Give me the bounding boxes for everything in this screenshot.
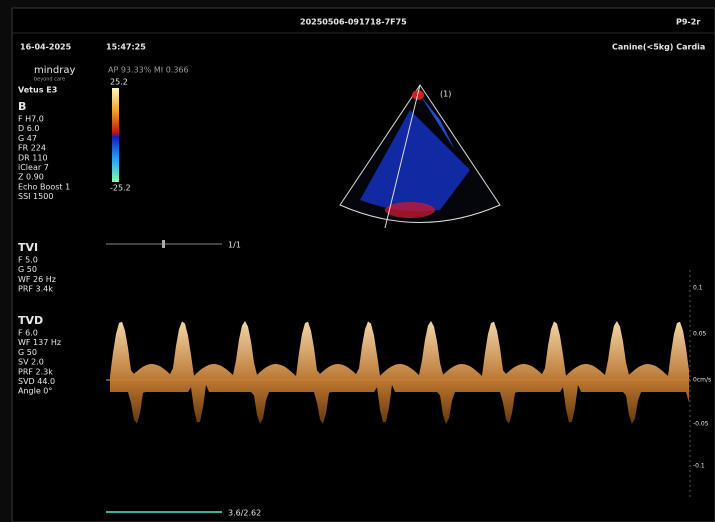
parameter: SSI 1500 <box>18 192 53 201</box>
scale-label: 0.1 <box>693 285 703 292</box>
color-max: 25.2 <box>110 78 128 87</box>
parameter: F 5.0 <box>18 256 38 265</box>
parameter: F H7.0 <box>18 115 44 124</box>
slider-label: 1/1 <box>228 241 241 250</box>
color-bar <box>112 88 119 182</box>
scale-label: -0.05 <box>693 421 709 428</box>
parameter: FR 224 <box>18 144 46 153</box>
parameter: PRF 2.3k <box>18 367 53 376</box>
parameter: Angle 0° <box>18 387 52 396</box>
parameter: iClear 7 <box>18 163 49 172</box>
slider-thumb <box>162 240 165 248</box>
tagline: beyond care <box>34 77 65 83</box>
scale-label: 0.05 <box>693 331 707 338</box>
doppler-waveform <box>110 321 689 424</box>
section-title: TVD <box>18 314 43 327</box>
parameter: Echo Boost 1 <box>18 182 70 191</box>
logo: mindray <box>34 65 75 76</box>
file-id: 20250506-091718-7F75 <box>300 18 407 27</box>
parameter: SVD 44.0 <box>18 377 55 386</box>
scale-label: -0.1 <box>693 463 705 470</box>
sector-image <box>339 84 501 229</box>
bottom-label: 3.6/2.62 <box>228 509 261 518</box>
parameter: G 50 <box>18 348 37 357</box>
section-title: TVI <box>18 241 38 254</box>
preset: Canine(<5kg) Cardia <box>612 43 705 52</box>
parameter: SV 2.0 <box>18 358 44 367</box>
parameter: DR 110 <box>18 153 48 162</box>
parameter: PRF 3.4k <box>18 285 53 294</box>
parameter: D 6.0 <box>18 124 39 133</box>
parameter: WF 26 Hz <box>18 275 56 284</box>
time: 15:47:25 <box>106 43 146 52</box>
parameter: WF 137 Hz <box>18 338 61 347</box>
parameter: G 50 <box>18 265 37 274</box>
date: 16-04-2025 <box>20 43 72 52</box>
parameter: G 47 <box>18 134 37 143</box>
sector-label: (1) <box>440 90 451 99</box>
model: Vetus E3 <box>18 86 57 95</box>
section-title: B <box>18 100 26 113</box>
parameter: F 6.0 <box>18 329 38 338</box>
display <box>11 7 715 522</box>
scale-label: 0cm/s <box>693 377 711 384</box>
color-min: -25.2 <box>110 184 131 193</box>
acoustic: AP 93.33% MI 0.366 <box>108 66 189 75</box>
parameter: Z 0.90 <box>18 173 44 182</box>
probe: P9-2r <box>676 18 700 27</box>
